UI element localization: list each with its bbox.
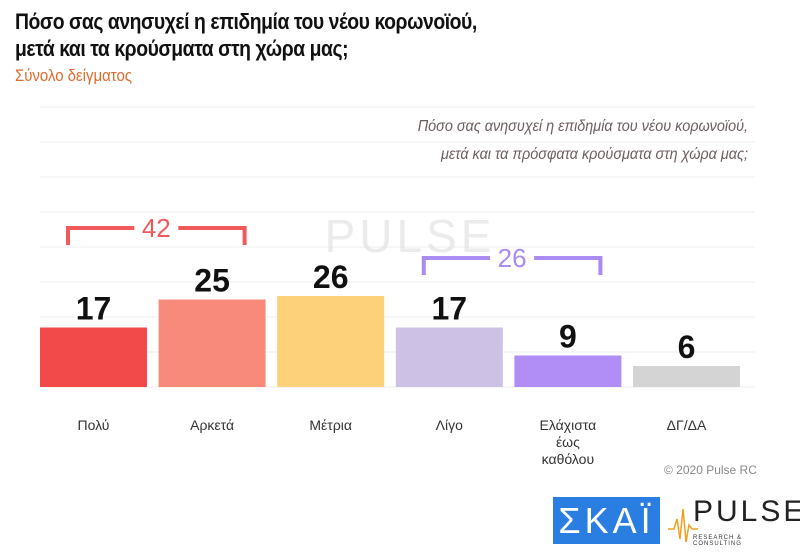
- data-label: 17: [432, 291, 468, 327]
- category-label: καθόλου: [542, 451, 594, 467]
- category-label: Μέτρια: [309, 417, 352, 433]
- bar: [277, 296, 385, 387]
- category-label: ΔΓ/ΔΑ: [667, 417, 707, 433]
- pulse-logo: PULSE RESEARCH & CONSULTING: [668, 495, 800, 547]
- pulse-watermark: PULSE: [325, 210, 496, 262]
- group-bracket: [66, 226, 247, 245]
- copyright: © 2020 Pulse RC: [664, 463, 757, 477]
- bar: [40, 327, 147, 387]
- data-label: 17: [76, 291, 112, 327]
- skai-logo: ΣΚΑΪ: [553, 497, 660, 544]
- bar: [514, 355, 622, 387]
- data-label: 6: [678, 329, 696, 365]
- category-label: Αρκετά: [190, 417, 234, 433]
- chart-title: Πόσο σας ανησυχεί η επιδημία του νέου κο…: [15, 9, 477, 61]
- group-total-label: 42: [142, 213, 171, 243]
- data-label: 25: [194, 263, 230, 299]
- bar: [633, 366, 740, 387]
- question-text: Πόσο σας ανησυχεί η επιδημία του νέου κο…: [417, 118, 748, 163]
- category-label: Πολύ: [78, 417, 110, 433]
- category-label: έως: [556, 434, 580, 450]
- chart-subtitle: Σύνολο δείγματος: [15, 66, 132, 85]
- data-label: 9: [559, 319, 577, 355]
- bar: [158, 299, 266, 387]
- group-total-label: 26: [498, 243, 527, 273]
- group-bracket: [421, 256, 603, 275]
- category-label: Λίγο: [436, 417, 463, 433]
- category-label: Ελάχιστα: [540, 417, 597, 433]
- bar: [395, 327, 503, 387]
- data-label: 26: [313, 259, 349, 295]
